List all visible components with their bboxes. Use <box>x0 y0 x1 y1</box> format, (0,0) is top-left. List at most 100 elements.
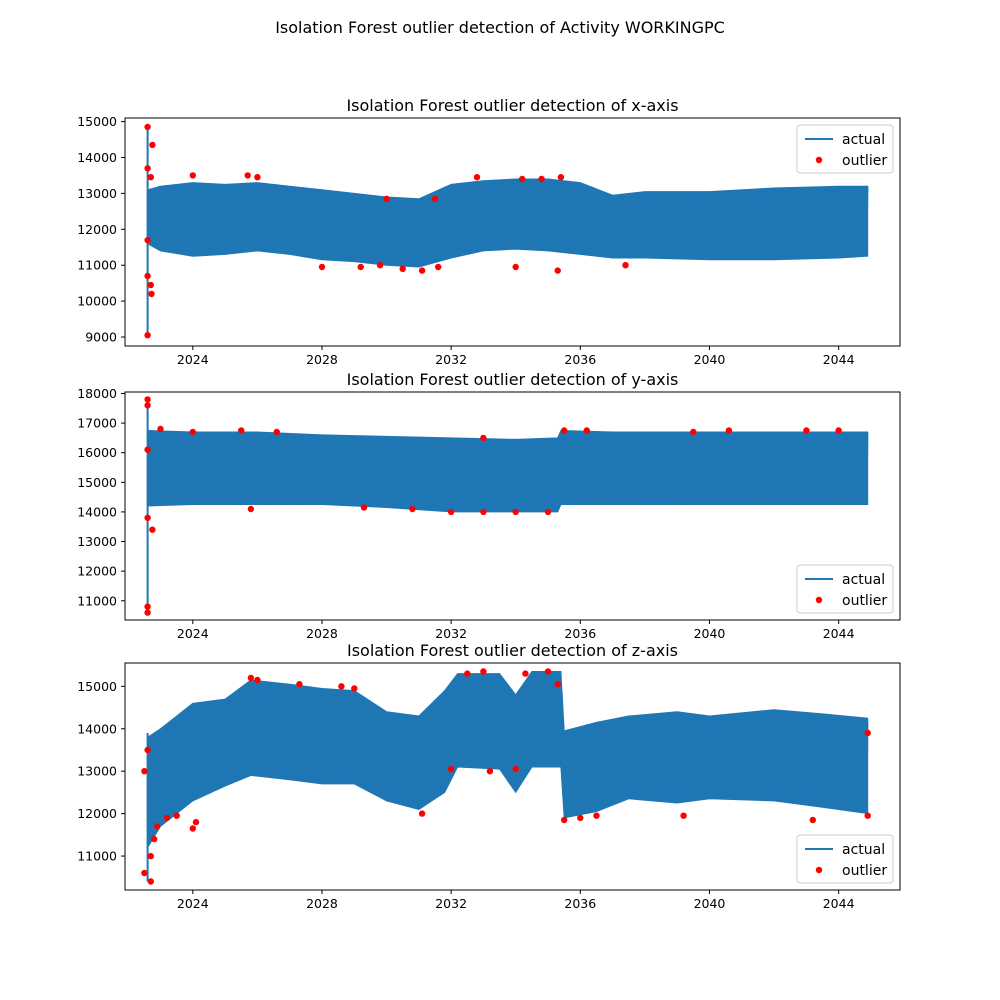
series-actual-line-z-axis <box>147 671 869 846</box>
x-tick-label: 2044 <box>823 352 855 367</box>
legend-actual-label: actual <box>842 842 885 858</box>
outlier-point <box>150 835 158 843</box>
subplot-title-z-axis: Isolation Forest outlier detection of z-… <box>347 641 678 660</box>
plot-area-y-axis <box>144 396 869 616</box>
outlier-point <box>192 818 200 826</box>
outlier-point <box>480 668 487 675</box>
outlier-point <box>519 175 526 183</box>
outlier-point <box>447 765 455 773</box>
x-tick-label: 2032 <box>435 896 467 911</box>
x-tick-label: 2044 <box>823 626 855 641</box>
x-tick-label: 2044 <box>823 896 855 911</box>
y-tick-label: 12000 <box>77 806 117 821</box>
outlier-point <box>680 812 687 819</box>
x-tick-label: 2032 <box>435 352 467 367</box>
outlier-point <box>538 175 545 183</box>
legend-actual-label: actual <box>842 132 885 148</box>
axes-frame-y-axis <box>124 391 901 621</box>
outlier-point <box>593 812 600 819</box>
outlier-point <box>522 670 529 677</box>
legend-y-axis: actual outlier <box>796 564 894 614</box>
y-tick-label: 13000 <box>77 534 117 549</box>
y-tick-label: 12000 <box>77 564 117 579</box>
y-tick-label: 15000 <box>77 114 117 129</box>
outlier-point <box>561 816 568 824</box>
y-tick-label: 12000 <box>77 222 117 237</box>
y-tick-label: 9000 <box>85 330 117 345</box>
y-tick-label: 11000 <box>77 258 117 273</box>
outlier-point <box>835 427 842 434</box>
legend-outlier-swatch <box>815 156 823 164</box>
outlier-point <box>554 681 561 688</box>
outlier-point <box>435 263 442 271</box>
x-tick-label: 2040 <box>694 626 726 641</box>
outlier-point <box>147 852 154 860</box>
outlier-point <box>690 428 697 436</box>
outlier-point <box>149 141 156 149</box>
outlier-point <box>144 609 151 616</box>
outlier-point <box>360 504 368 511</box>
outlier-point <box>296 681 303 688</box>
y-tick-label: 18000 <box>77 386 117 401</box>
outlier-point <box>557 174 565 181</box>
outlier-point <box>383 195 390 202</box>
outlier-point <box>544 508 552 516</box>
x-tick-label: 2028 <box>306 352 338 367</box>
subplot-y-axis: Isolation Forest outlier detection of y-… <box>77 370 901 641</box>
y-tick-label: 16000 <box>77 445 117 460</box>
subplot-z-axis: Isolation Forest outlier detection of z-… <box>77 641 901 911</box>
outlier-point <box>163 814 171 822</box>
outlier-point <box>173 812 180 819</box>
outlier-point <box>144 165 151 172</box>
outlier-point <box>583 427 590 434</box>
outlier-point <box>144 746 151 754</box>
outlier-point <box>399 265 406 272</box>
outlier-point <box>144 236 151 244</box>
plot-area-z-axis <box>141 668 871 885</box>
outlier-point <box>244 172 251 179</box>
legend-z-axis: actual outlier <box>796 834 894 884</box>
outlier-point <box>864 812 871 819</box>
y-tick-label: 14000 <box>77 504 117 519</box>
subplot-x-axis: Isolation Forest outlier detection of x-… <box>77 96 901 367</box>
outlier-point <box>512 508 519 516</box>
outlier-point <box>512 765 519 773</box>
outlier-point <box>141 869 148 877</box>
outlier-point <box>725 427 733 434</box>
legend-outlier-label: outlier <box>842 593 887 609</box>
x-tick-label: 2040 <box>694 352 726 367</box>
outlier-point <box>273 428 280 436</box>
outlier-point <box>864 729 871 737</box>
outlier-point <box>144 446 151 453</box>
outlier-point <box>803 427 810 434</box>
outlier-point <box>238 427 245 434</box>
y-tick-label: 13000 <box>77 186 117 201</box>
outlier-point <box>144 123 151 131</box>
y-tick-label: 10000 <box>77 294 117 309</box>
outlier-point <box>189 172 196 179</box>
outlier-point <box>480 508 487 516</box>
series-actual-line-x-axis <box>147 179 869 267</box>
figure-suptitle: Isolation Forest outlier detection of Ac… <box>275 18 725 37</box>
outlier-point <box>254 174 261 181</box>
outlier-point <box>418 810 426 817</box>
outlier-point <box>144 603 151 610</box>
legend-outlier-swatch <box>815 866 823 874</box>
outlier-point <box>148 290 155 298</box>
outlier-point <box>318 263 326 271</box>
subplot-title-y-axis: Isolation Forest outlier detection of y-… <box>347 370 679 389</box>
outlier-point <box>144 272 151 280</box>
x-tick-label: 2032 <box>435 626 467 641</box>
outlier-point <box>141 768 148 775</box>
subplot-title-x-axis: Isolation Forest outlier detection of x-… <box>346 96 678 115</box>
outlier-point <box>147 878 154 885</box>
x-tick-label: 2024 <box>177 626 209 641</box>
x-tick-label: 2036 <box>564 896 596 911</box>
y-tick-label: 17000 <box>77 416 117 431</box>
outlier-point <box>247 505 255 513</box>
x-tick-label: 2028 <box>306 626 338 641</box>
outlier-point <box>189 428 196 436</box>
legend-actual-label: actual <box>842 572 885 588</box>
y-tick-label: 14000 <box>77 721 117 736</box>
outlier-point <box>512 263 519 271</box>
